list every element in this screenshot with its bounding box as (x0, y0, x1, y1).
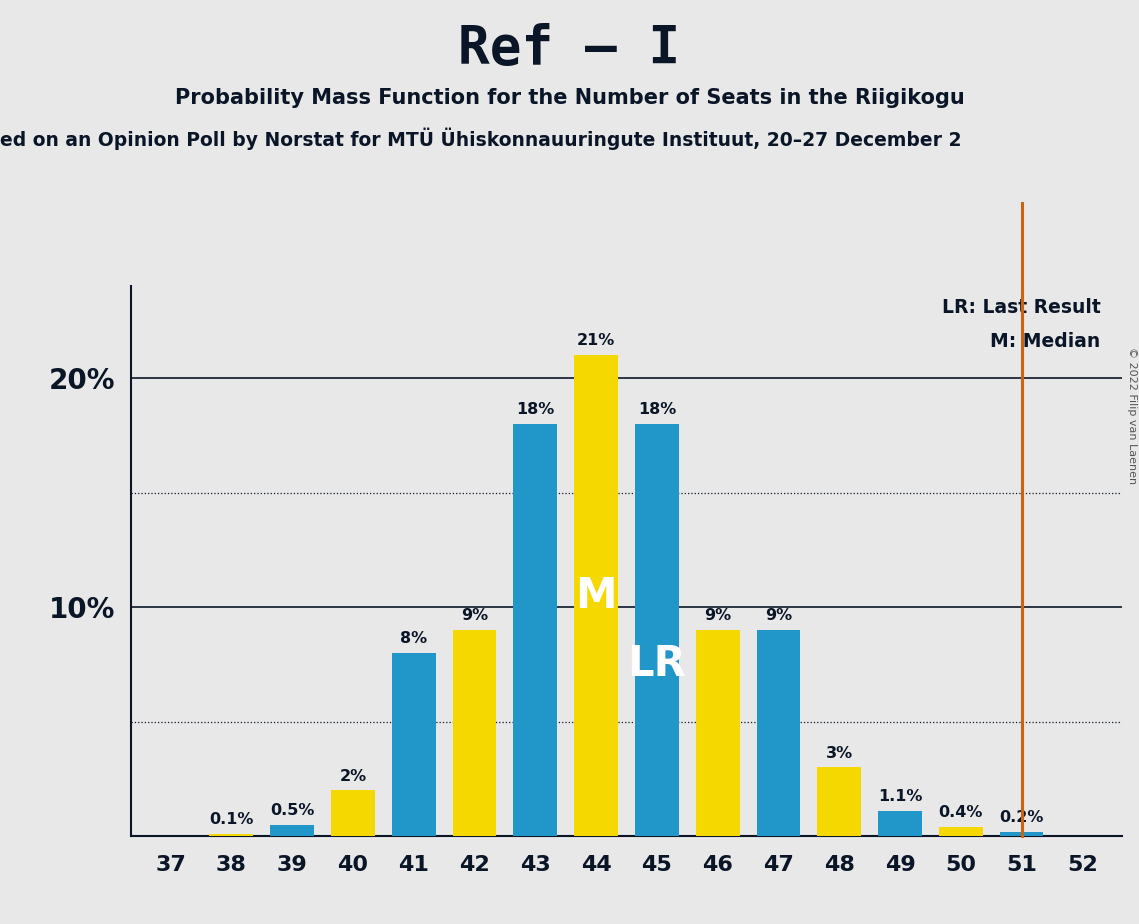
Bar (878, 811, 921, 836)
Bar (756, 630, 801, 836)
Text: Probability Mass Function for the Number of Seats in the Riigikogu: Probability Mass Function for the Number… (174, 88, 965, 108)
Text: 0.1%: 0.1% (210, 812, 254, 827)
Text: 8%: 8% (400, 631, 427, 646)
Text: 21%: 21% (577, 334, 615, 348)
Bar (270, 825, 314, 836)
Text: 18%: 18% (516, 402, 555, 417)
Bar (818, 768, 861, 836)
Bar (210, 834, 253, 836)
Text: LR: LR (628, 643, 686, 686)
Text: 0.2%: 0.2% (999, 809, 1043, 825)
Bar (939, 827, 983, 836)
Bar (1000, 832, 1043, 836)
Text: 9%: 9% (765, 608, 792, 623)
Bar (331, 790, 375, 836)
Text: 1.1%: 1.1% (878, 789, 923, 804)
Text: 2%: 2% (339, 769, 367, 784)
Text: LR: Last Result: LR: Last Result (942, 298, 1100, 317)
Text: 9%: 9% (704, 608, 731, 623)
Text: © 2022 Filip van Laenen: © 2022 Filip van Laenen (1126, 347, 1137, 484)
Bar (634, 424, 679, 836)
Text: Ref – I: Ref – I (458, 23, 681, 75)
Text: 0.5%: 0.5% (270, 803, 314, 818)
Bar (696, 630, 739, 836)
Text: M: M (575, 575, 617, 616)
Text: 0.4%: 0.4% (939, 805, 983, 821)
Text: ed on an Opinion Poll by Norstat for MTÜ Ühiskonnauuringute Instituut, 20–27 Dec: ed on an Opinion Poll by Norstat for MTÜ… (0, 128, 961, 150)
Text: 9%: 9% (461, 608, 487, 623)
Bar (514, 424, 557, 836)
Text: M: Median: M: Median (991, 333, 1100, 351)
Bar (392, 653, 435, 836)
Text: 18%: 18% (638, 402, 675, 417)
Text: 3%: 3% (826, 746, 853, 760)
Bar (452, 630, 497, 836)
Bar (574, 355, 618, 836)
